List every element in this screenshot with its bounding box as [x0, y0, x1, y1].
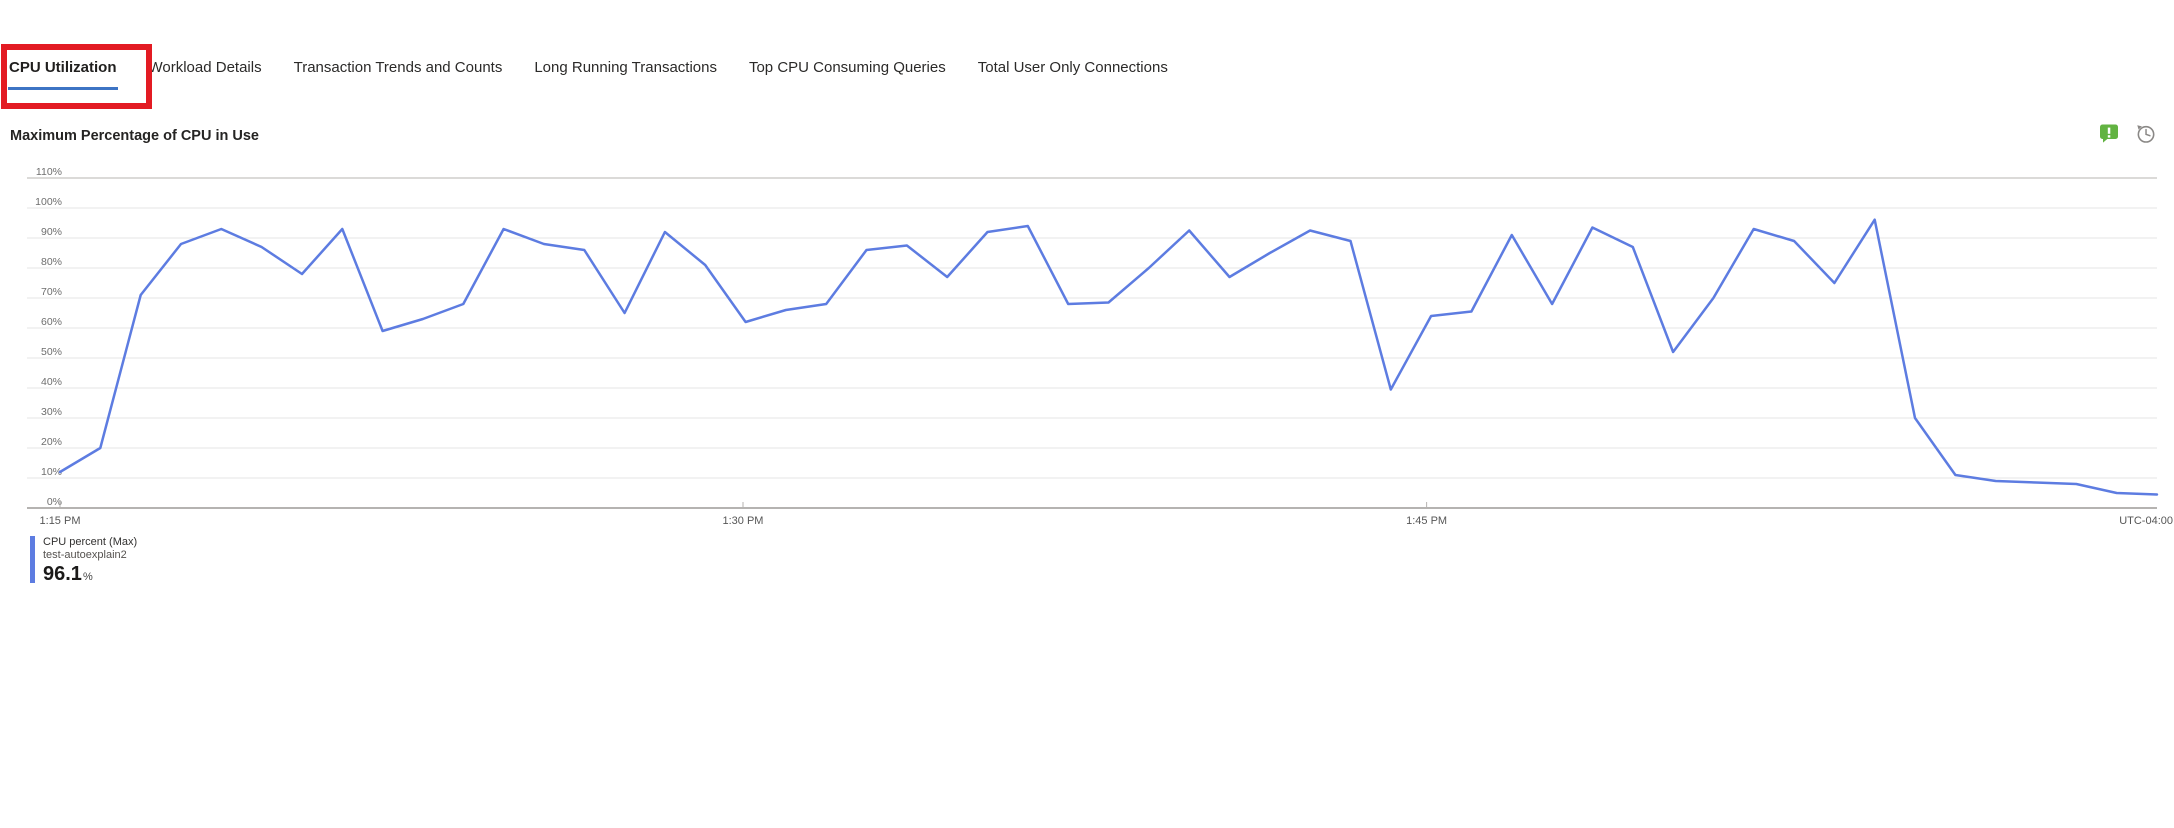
chart-title: Maximum Percentage of CPU in Use	[10, 128, 259, 144]
pivot-tab-bar: CPU Utilization Workload Details Transac…	[8, 48, 1169, 90]
legend-resource-name: test-autoexplain2	[43, 549, 127, 561]
history-icon[interactable]	[2134, 122, 2156, 144]
svg-text:40%: 40%	[41, 376, 62, 388]
tab-transaction-trends-and-counts[interactable]: Transaction Trends and Counts	[293, 59, 503, 76]
svg-text:1:15 PM: 1:15 PM	[40, 515, 81, 527]
svg-text:1:45 PM: 1:45 PM	[1406, 515, 1447, 527]
chart-legend[interactable]: CPU percent (Max) test-autoexplain2 96.1…	[30, 536, 137, 585]
svg-text:20%: 20%	[41, 436, 62, 448]
svg-text:80%: 80%	[41, 256, 62, 268]
svg-text:UTC-04:00: UTC-04:00	[2119, 515, 2173, 527]
legend-unit: %	[82, 571, 93, 583]
svg-text:60%: 60%	[41, 316, 62, 328]
svg-text:100%: 100%	[35, 196, 62, 208]
svg-text:110%: 110%	[36, 166, 62, 178]
svg-text:10%: 10%	[41, 466, 62, 478]
tab-long-running-transactions[interactable]: Long Running Transactions	[534, 59, 717, 76]
feedback-icon[interactable]	[2098, 122, 2120, 144]
legend-metric-name: CPU percent (Max)	[43, 536, 138, 548]
svg-text:30%: 30%	[41, 406, 62, 418]
svg-text:70%: 70%	[41, 286, 62, 298]
legend-max-value: 96.1	[43, 563, 82, 585]
tab-cpu-utilization[interactable]: CPU Utilization	[8, 49, 118, 90]
cpu-utilization-line-chart: 110% 100% 90% 80% 70% 60% 50% 40% 30% 20% 10% 0% 1:1…	[27, 166, 2173, 527]
chart-header-actions	[2098, 122, 2156, 144]
svg-text:1:30 PM: 1:30 PM	[723, 515, 764, 527]
tab-workload-details[interactable]: Workload Details	[148, 59, 262, 76]
tab-total-user-only-connections[interactable]: Total User Only Connections	[977, 59, 1168, 76]
svg-text:0%: 0%	[47, 496, 62, 508]
legend-color-bar	[30, 536, 35, 583]
tab-top-cpu-consuming-queries[interactable]: Top CPU Consuming Queries	[748, 59, 946, 76]
svg-text:50%: 50%	[41, 346, 62, 358]
svg-text:90%: 90%	[41, 226, 62, 238]
